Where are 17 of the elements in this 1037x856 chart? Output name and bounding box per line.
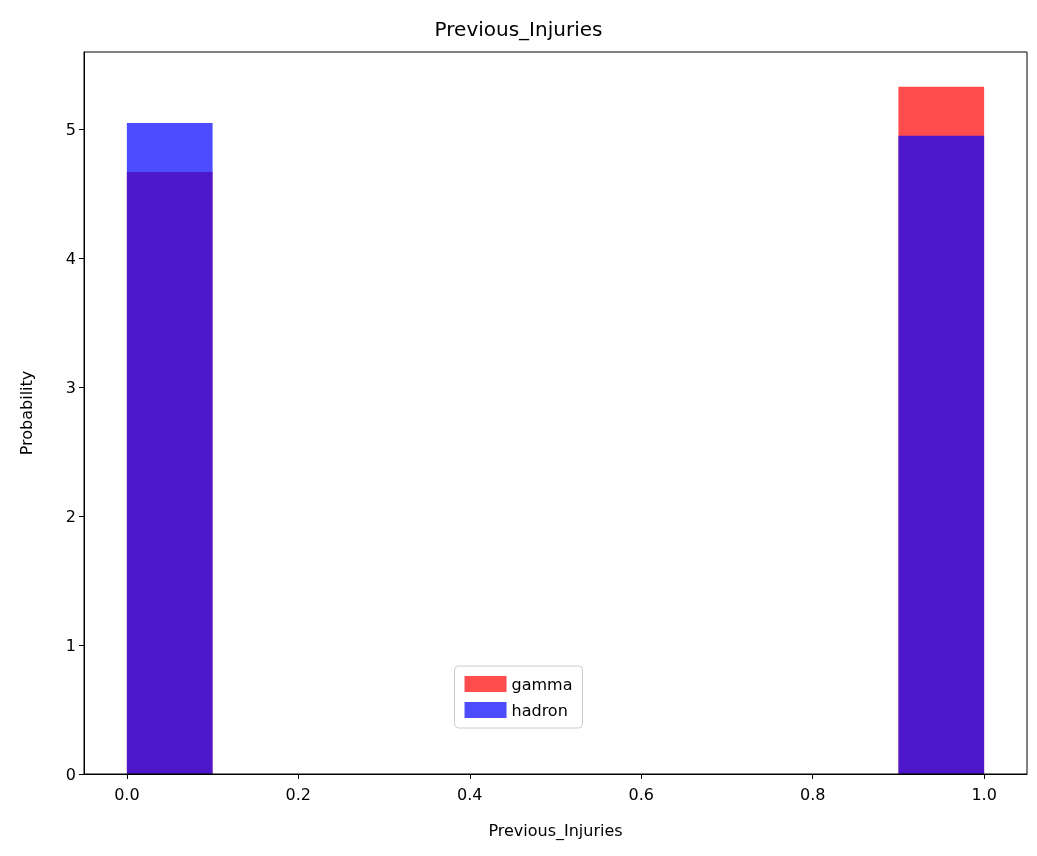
x-tick-label: 0.6 <box>628 784 654 804</box>
y-tick-label: 5 <box>65 119 76 139</box>
chart-title: Previous_Injuries <box>434 17 603 41</box>
x-tick-label: 1.0 <box>971 784 997 804</box>
y-tick-label: 0 <box>65 764 76 784</box>
y-tick-label: 4 <box>65 248 76 268</box>
y-tick-label: 3 <box>65 377 76 397</box>
x-tick-label: 0.2 <box>285 784 312 804</box>
legend-label: hadron <box>511 700 568 720</box>
x-axis-title: Previous_Injuries <box>488 820 623 841</box>
x-tick-label: 0.4 <box>457 784 483 804</box>
y-tick-label: 1 <box>65 635 76 655</box>
y-axis-title: Probability <box>16 370 36 456</box>
x-tick-label: 0.0 <box>114 784 140 804</box>
y-tick-label: 2 <box>65 506 76 526</box>
x-tick-label: 0.8 <box>799 784 826 804</box>
legend-label: gamma <box>511 674 573 694</box>
